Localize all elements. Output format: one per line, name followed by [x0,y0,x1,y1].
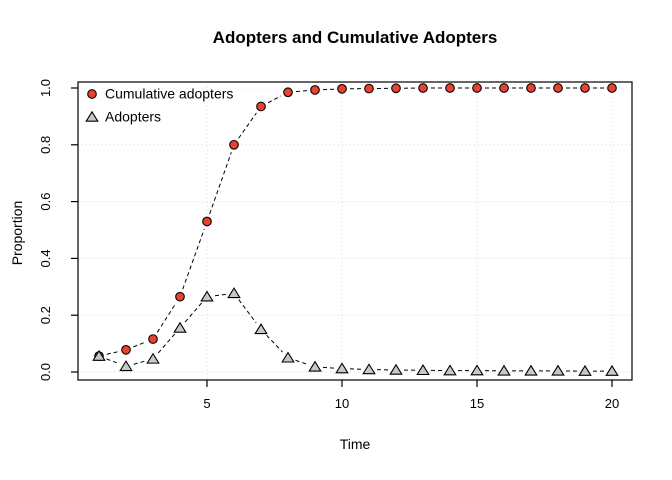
legend: Cumulative adopters Adopters [85,86,233,125]
series-line-segment [106,351,119,355]
series-line-adopters [106,293,604,372]
series-line-segment [267,95,282,104]
data-point-circle [526,83,536,93]
series-line-cumulative [106,87,604,355]
data-point-triangle [578,364,592,376]
data-point-circle [283,87,293,98]
x-tick-label: 15 [470,396,484,411]
data-point-circle [445,83,455,93]
y-tick-label: 0.8 [38,136,53,154]
y-tick-label: 1.0 [38,79,53,97]
data-point-triangle [443,364,457,376]
series-line-segment [295,90,308,93]
data-point-circle [229,139,239,150]
data-point-triangle [335,362,349,374]
series-line-segment [157,333,176,354]
data-point-circle [202,216,212,227]
legend-circle-icon [87,89,97,99]
data-point-triangle [497,364,511,376]
data-point-triangle [308,360,322,372]
series-line-segment [133,360,146,365]
legend-label: Cumulative adopters [105,86,233,102]
data-point-circle [418,83,428,93]
series-line-segment [214,293,227,297]
series-line-segment [133,341,146,348]
data-point-triangle [173,321,187,333]
data-point-circle [580,83,590,93]
data-point-circle [391,83,401,94]
series-line-segment [238,299,257,324]
series-line-segment [106,358,119,364]
x-tick-label: 20 [605,396,619,411]
data-point-circle [364,83,374,94]
data-point-circle [499,83,509,93]
y-tick-label: 0.6 [38,193,53,211]
legend-label: Adopters [105,109,161,125]
data-point-circle [175,291,185,302]
series-line-segment [295,359,308,365]
data-point-circle [553,83,563,93]
series-line-segment [209,152,232,215]
data-point-triangle [605,364,619,376]
data-point-triangle [254,323,268,335]
data-point-circle [256,101,266,112]
series-line-segment [184,302,203,323]
y-tick-label: 0.2 [38,306,53,324]
x-tick-label: 5 [203,396,210,411]
series-line-segment [182,228,205,290]
data-point-circle [310,85,320,95]
data-point-triangle [416,364,430,376]
data-point-circle [148,334,158,344]
data-point-triangle [389,363,403,375]
series-points-adopters [92,287,619,376]
data-point-triangle [227,287,241,299]
data-point-circle [607,83,617,93]
y-tick-label: 0.0 [38,363,53,381]
x-axis-label: Time [339,436,371,452]
data-point-triangle [524,364,538,376]
series-line-segment [266,334,283,353]
data-point-triangle [119,360,133,372]
chart-title: Adopters and Cumulative Adopters [212,28,498,47]
data-point-triangle [146,352,160,364]
series-line-segment [322,366,335,369]
legend-triangle-icon [85,110,99,122]
series-line-segment [238,112,257,139]
series-points-cumulative [94,83,617,361]
data-point-triangle [200,290,214,302]
grid-lines [78,82,632,380]
plot-box [77,81,633,381]
data-point-triangle [92,349,106,361]
data-point-circle [121,344,131,355]
x-tick-label: 10 [335,396,349,411]
data-point-triangle [362,363,376,375]
y-axis-label: Proportion [9,200,25,266]
y-tick-label: 0.4 [38,249,53,267]
data-point-triangle [551,364,565,376]
series-line-segment [156,303,177,333]
data-point-circle [337,84,347,94]
data-point-circle [472,83,482,93]
data-point-triangle [470,364,484,376]
data-point-triangle [281,351,295,363]
